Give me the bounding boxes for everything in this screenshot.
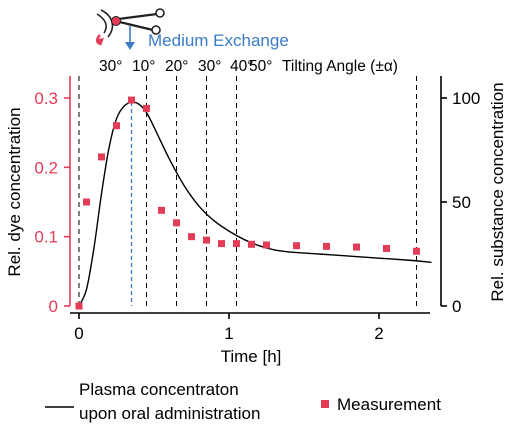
x-tick-label: 0	[74, 324, 83, 343]
measurement-point	[98, 153, 105, 161]
measurement-point	[413, 247, 420, 255]
measurement-point	[323, 242, 330, 250]
tilt-label-3: 20°	[165, 58, 188, 75]
tilt-label-1: 30°	[99, 58, 122, 75]
tilt-label-5: 40°	[230, 58, 253, 75]
tilt-label-2: 10°	[132, 58, 155, 75]
legend-line-label-1: Plasma concentraton	[79, 380, 239, 399]
measurement-point	[75, 302, 83, 310]
legend: Plasma concentraton upon oral administra…	[45, 380, 441, 423]
measurement-point	[383, 244, 390, 252]
measurement-point	[293, 242, 300, 250]
measurement-point	[248, 240, 255, 248]
pipette-device-icon	[95, 8, 165, 46]
tilt-labels: 30° 10° 20° 30° 40° 50° Tilting Angle (±…	[99, 58, 398, 75]
tilt-label-6: 50°	[249, 58, 272, 75]
legend-marker-swatch	[321, 400, 329, 408]
measurement-point	[263, 241, 270, 249]
tilt-axis-title: Tilting Angle (±α)	[282, 58, 398, 75]
measurement-point	[233, 240, 240, 248]
measurement-markers	[75, 96, 420, 310]
medium-exchange-label: Medium Exchange	[148, 31, 289, 50]
medium-exchange-arrow	[125, 26, 135, 50]
measurement-point	[113, 122, 120, 130]
y-left-tick-label: 0	[49, 297, 58, 316]
plasma-curve	[78, 101, 432, 307]
y-left-tick-label: 0.2	[34, 158, 58, 177]
x-tick-label: 1	[224, 324, 233, 343]
x-axis-title: Time [h]	[221, 347, 282, 366]
measurement-point	[173, 219, 180, 227]
x-tick-label: 2	[374, 324, 383, 343]
y-right-ticks: 0 50 100	[441, 89, 480, 316]
measurement-point	[218, 240, 225, 248]
x-ticks: 0 1 2	[74, 313, 384, 343]
y-left-ticks: 0 0.1 0.2 0.3	[34, 89, 70, 316]
y-right-axis-title: Rel. substance concentration	[488, 82, 507, 301]
tilt-label-4: 30°	[198, 58, 221, 75]
y-left-tick-label: 0.1	[34, 228, 58, 247]
legend-marker-label: Measurement	[337, 395, 441, 414]
y-left-tick-label: 0.3	[34, 89, 58, 108]
y-right-tick-label: 50	[452, 193, 471, 212]
measurement-point	[158, 206, 165, 214]
y-right-tick-label: 0	[452, 297, 461, 316]
measurement-point	[83, 198, 90, 206]
measurement-point	[143, 104, 150, 112]
measurement-point	[188, 233, 195, 241]
legend-line-label-2: upon oral administration	[79, 404, 260, 423]
tilt-event-lines	[78, 76, 417, 306]
measurement-point	[353, 243, 360, 251]
measurement-point	[203, 236, 210, 244]
measurement-point	[128, 96, 135, 104]
y-right-tick-label: 100	[452, 89, 480, 108]
y-left-axis-title: Rel. dye concentration	[5, 107, 24, 276]
